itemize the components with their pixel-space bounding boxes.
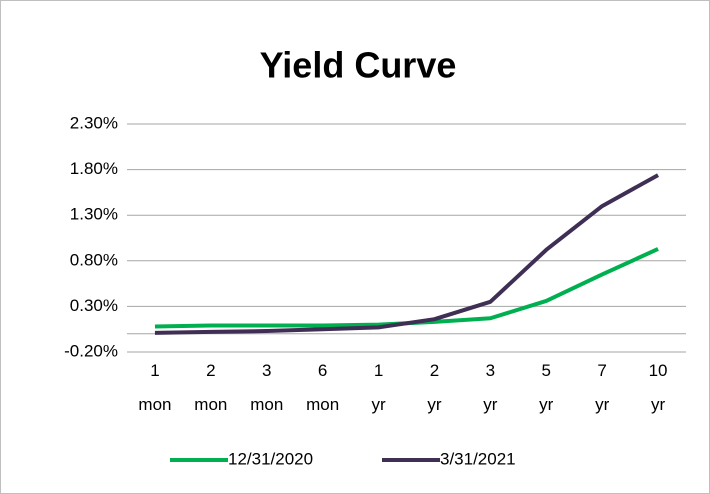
- x-tick-label: 6 mon: [306, 361, 339, 414]
- x-tick-label: 2 yr: [427, 361, 442, 414]
- series-line: [154, 173, 660, 335]
- x-tick-label: 1 mon: [138, 361, 171, 414]
- y-tick-label: 0.30%: [70, 296, 118, 315]
- x-tick-label: 10 yr: [649, 361, 668, 414]
- x-tick-label: 2 mon: [194, 361, 227, 414]
- y-tick-label: 1.80%: [70, 159, 118, 178]
- y-tick-label: -0.20%: [64, 341, 118, 360]
- x-tick-label: 7 yr: [595, 361, 610, 414]
- legend-label: 12/31/2020: [228, 449, 313, 468]
- chart-title: Yield Curve: [260, 45, 457, 86]
- legend-label: 3/31/2021: [440, 449, 516, 468]
- x-tick-label: 3 mon: [250, 361, 283, 414]
- y-tick-label: 1.30%: [70, 205, 118, 224]
- x-tick-label: 3 yr: [483, 361, 498, 414]
- y-tick-label: 0.80%: [70, 250, 118, 269]
- x-tick-label: 1 yr: [371, 361, 386, 414]
- y-tick-label: 2.30%: [70, 113, 118, 132]
- x-tick-label: 5 yr: [539, 361, 554, 414]
